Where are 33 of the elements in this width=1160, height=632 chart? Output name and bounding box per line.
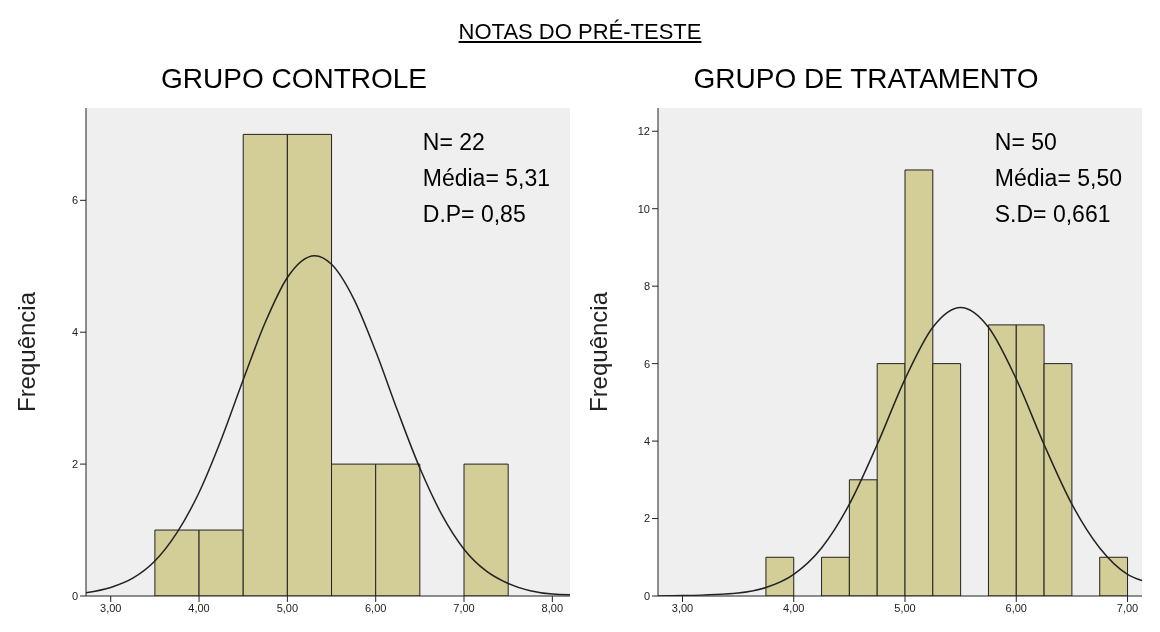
x-tick-label: 7,00 bbox=[1116, 601, 1139, 614]
annotation: D.P= 0,85 bbox=[422, 200, 527, 229]
x-tick-label: 6,00 bbox=[1005, 601, 1027, 614]
chart-title: GRUPO DE TRATAMENTO bbox=[692, 62, 1040, 96]
y-axis-title: Frequência bbox=[12, 291, 40, 413]
y-tick-label: 0 bbox=[71, 589, 78, 602]
y-tick-label: 4 bbox=[71, 326, 78, 339]
chart-subtitle: NOTAS DO PRÉ-TESTE bbox=[458, 19, 702, 44]
y-tick-label: 4 bbox=[643, 434, 650, 447]
chart-title: GRUPO CONTROLE bbox=[160, 62, 428, 96]
x-tick-label: 5,00 bbox=[276, 601, 299, 614]
x-tick-label: 6,00 bbox=[364, 601, 387, 614]
annotation: Média= 5,31 bbox=[422, 164, 550, 193]
x-tick-label: 4,00 bbox=[783, 601, 805, 614]
x-tick-label: 4,00 bbox=[188, 601, 210, 614]
y-axis-title: Frequência bbox=[584, 291, 612, 413]
x-tick-label: 3,00 bbox=[100, 601, 122, 614]
y-tick-label: 6 bbox=[71, 194, 78, 207]
annotation: N= 50 bbox=[994, 128, 1058, 157]
y-tick-label: 6 bbox=[643, 357, 650, 370]
y-tick-label: 10 bbox=[637, 202, 650, 215]
annotation: N= 22 bbox=[422, 128, 486, 157]
y-tick-label: 12 bbox=[637, 125, 650, 138]
annotation: S.D= 0,661 bbox=[994, 200, 1112, 229]
y-tick-label: 2 bbox=[643, 512, 650, 525]
y-tick-label: 0 bbox=[643, 589, 650, 602]
y-tick-label: 2 bbox=[71, 458, 78, 471]
x-tick-label: 5,00 bbox=[894, 601, 916, 614]
x-tick-label: 8,00 bbox=[541, 601, 564, 614]
annotation: Média= 5,50 bbox=[994, 164, 1122, 193]
x-tick-label: 7,00 bbox=[453, 601, 475, 614]
y-tick-label: 8 bbox=[643, 280, 650, 293]
x-tick-label: 3,00 bbox=[671, 601, 694, 614]
